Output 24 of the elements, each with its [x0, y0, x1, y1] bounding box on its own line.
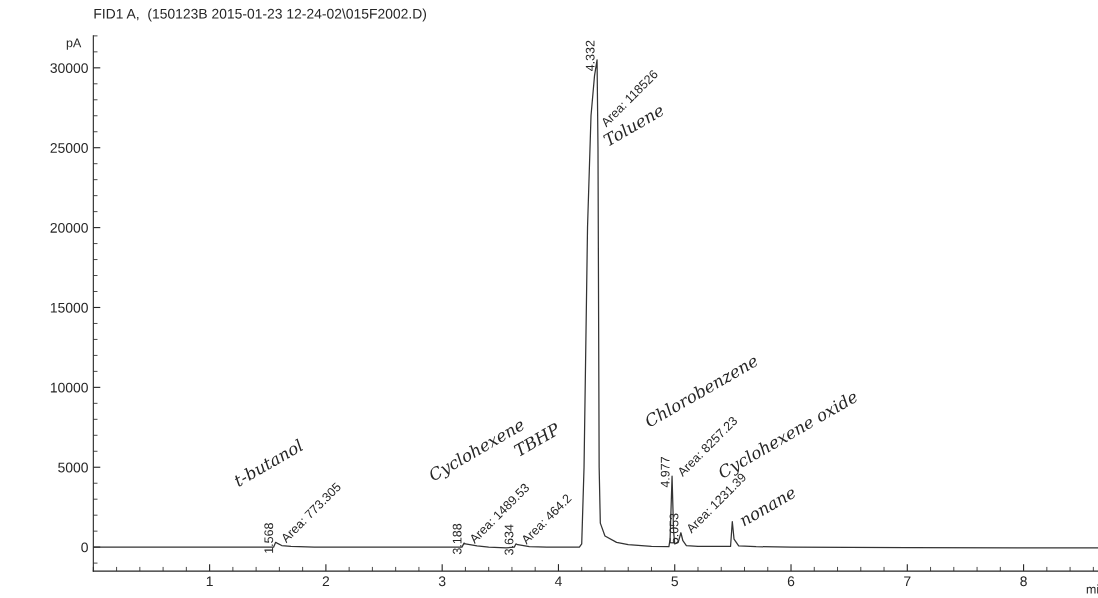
- x-tick-label: 7: [904, 576, 911, 587]
- y-axis-title: pA: [66, 38, 82, 50]
- x-axis-title: mi: [1086, 584, 1098, 594]
- annotation: 1.568: [264, 523, 274, 553]
- annotation: 4.332: [585, 40, 595, 72]
- y-tick-label: 20000: [50, 222, 88, 233]
- chart-title: FID1 A, (150123B 2015-01-23 12-24-02\015F2002.D): [94, 8, 427, 22]
- y-tick-label: 30000: [50, 63, 88, 73]
- y-tick-label: 15000: [50, 302, 88, 313]
- y-tick-label: 25000: [50, 143, 88, 153]
- x-tick-label: 4: [554, 576, 562, 587]
- y-tick-label: 10000: [50, 382, 88, 393]
- y-tick-label: 0: [81, 542, 88, 553]
- x-tick-label: 2: [322, 576, 330, 587]
- x-tick-label: 5: [671, 576, 679, 587]
- x-tick-label: 3: [438, 576, 446, 587]
- y-tick-label: 5000: [58, 462, 88, 473]
- annotation: 4.977: [660, 457, 670, 488]
- x-tick-label: 6: [787, 576, 795, 587]
- x-tick-label: 1: [206, 576, 213, 587]
- annotation: 5.053: [669, 513, 679, 544]
- annotation: 3.634: [504, 524, 514, 555]
- x-tick-label: 8: [1020, 576, 1027, 587]
- annotation: 3.188: [452, 523, 462, 555]
